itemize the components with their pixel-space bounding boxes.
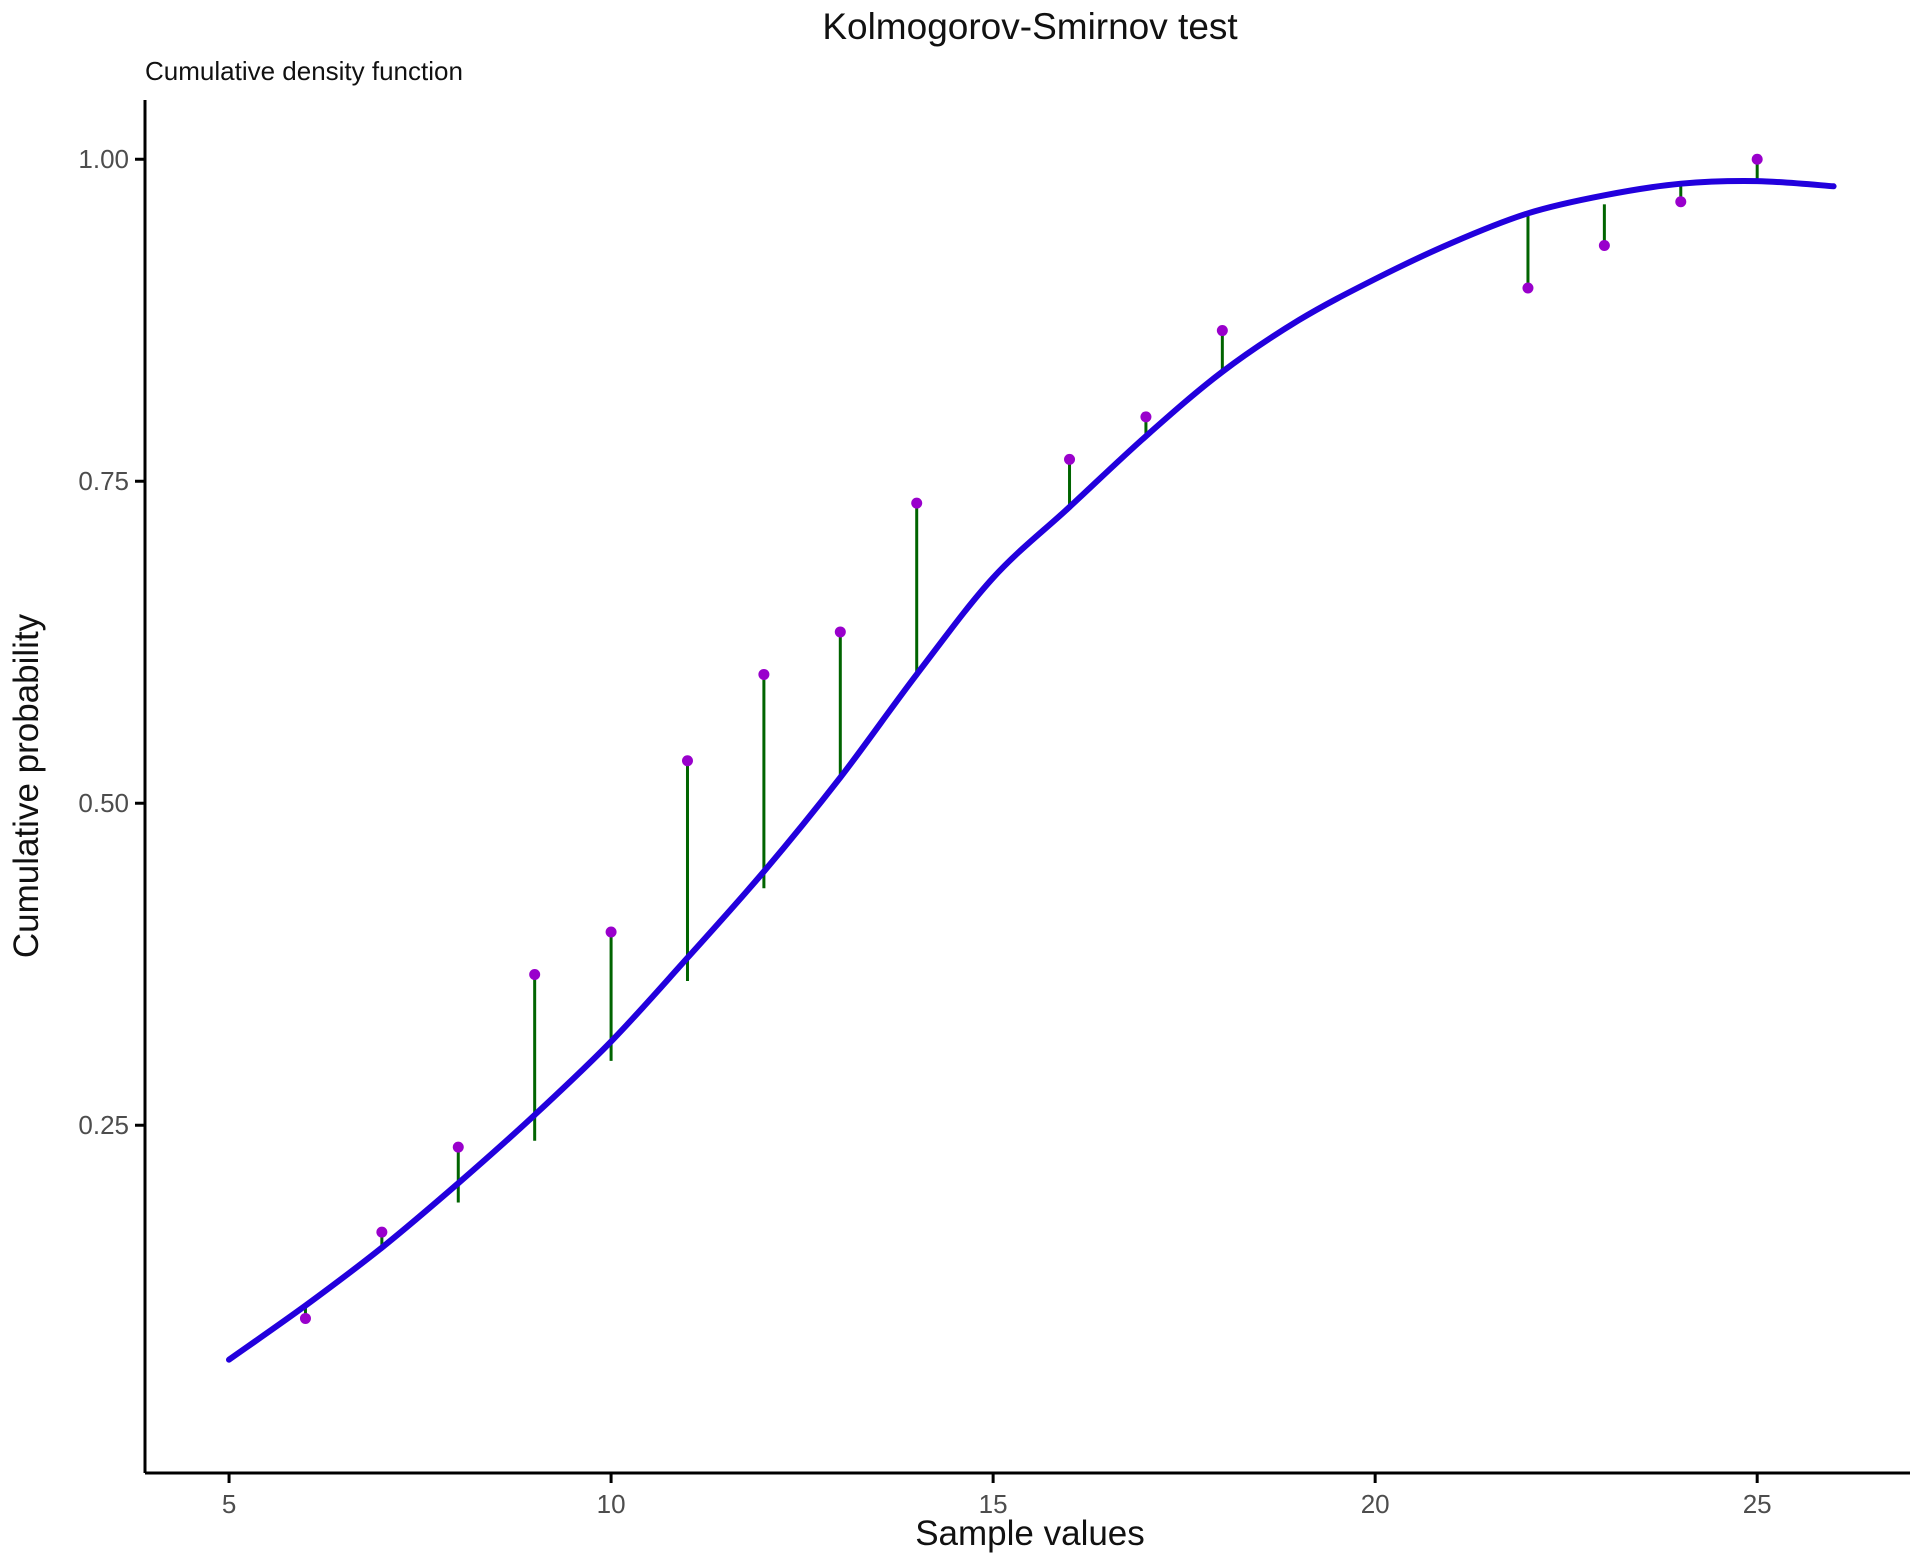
x-tick-label: 15	[979, 1489, 1008, 1519]
y-tick-label: 0.25	[78, 1110, 129, 1140]
data-point	[1216, 325, 1228, 337]
data-point	[758, 668, 770, 680]
y-tick-label: 1.00	[78, 144, 129, 174]
chart-title: Kolmogorov-Smirnov test	[822, 6, 1238, 47]
data-point	[605, 926, 617, 938]
data-point	[1598, 240, 1610, 252]
data-point	[911, 497, 923, 509]
x-tick-label: 20	[1361, 1489, 1390, 1519]
data-point	[681, 755, 693, 767]
y-tick-label: 0.50	[78, 788, 129, 818]
data-point	[529, 969, 541, 981]
data-point	[452, 1141, 464, 1153]
x-tick-label: 5	[222, 1489, 236, 1519]
data-point	[1751, 153, 1763, 165]
y-tick-label: 0.75	[78, 466, 129, 496]
data-point	[376, 1226, 388, 1238]
cdf-line-group	[226, 178, 1837, 1363]
data-point	[1064, 453, 1076, 465]
deviation-segments	[303, 159, 1759, 1319]
data-point	[1675, 196, 1687, 208]
x-axis-title: Sample values	[915, 1514, 1145, 1553]
x-tick-label: 25	[1743, 1489, 1772, 1519]
cdf-line	[226, 178, 1837, 1363]
data-point	[299, 1312, 311, 1324]
x-tick-label: 10	[597, 1489, 626, 1519]
chart-subtitle: Cumulative density function	[145, 56, 463, 86]
data-point	[834, 626, 846, 638]
data-point	[1522, 282, 1534, 294]
empirical-points	[299, 153, 1763, 1324]
axes: 0.25 0.50 0.75 1.00 5 10 15 20 25	[78, 100, 1910, 1519]
data-point	[1140, 411, 1152, 423]
